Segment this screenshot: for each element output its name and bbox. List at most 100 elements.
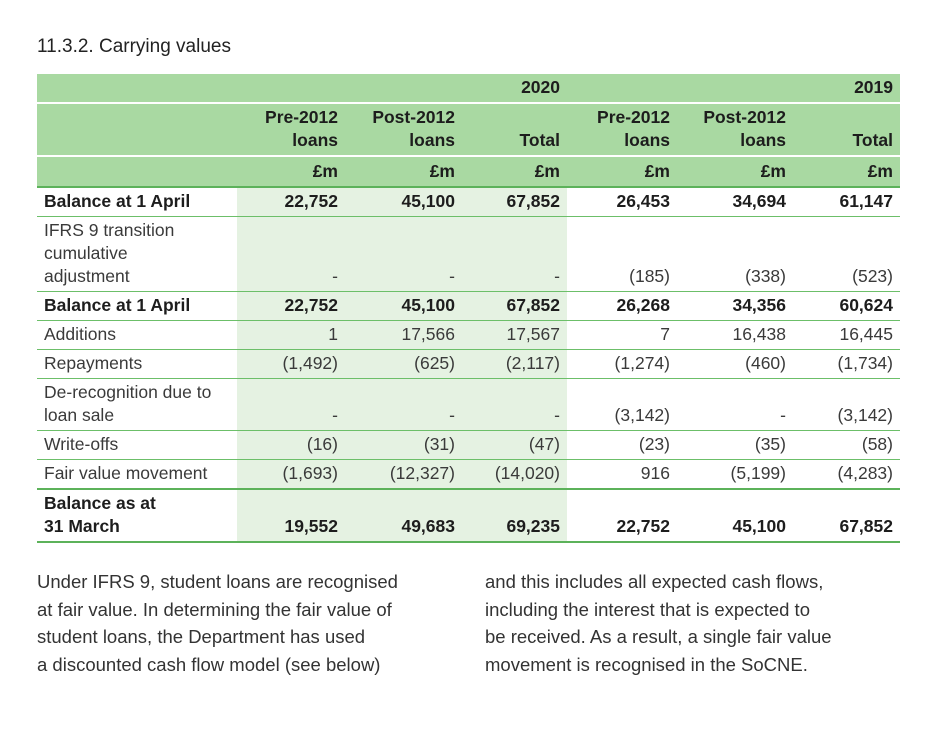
cell-value: 26,453	[567, 187, 677, 217]
cell-value: 16,438	[677, 320, 793, 350]
text-line: loan sale	[44, 405, 115, 425]
text-line: Balance as at	[44, 493, 156, 513]
cell-value: 17,567	[462, 320, 567, 350]
cell-value: 916	[567, 459, 677, 490]
text-line: Post-2012	[372, 107, 455, 127]
header-row: 2020 2019	[37, 74, 900, 104]
cell-value: 1	[237, 320, 345, 350]
header-cell	[567, 74, 677, 104]
row-label: Write-offs	[37, 430, 237, 460]
cell-value: (14,020)	[462, 459, 567, 490]
header-cell	[37, 74, 237, 104]
cell-value: 61,147	[793, 187, 900, 217]
carrying-values-table: 2020 2019 Pre-2012 loans Post-2012 loans Total…	[37, 74, 900, 543]
cell-value: (1,492)	[237, 349, 345, 379]
cell-value: 45,100	[345, 187, 462, 217]
section-title: 11.3.2. Carrying values	[37, 36, 231, 57]
cell-value: -	[677, 378, 793, 431]
table-row: Balance at 1 April 22,752 45,100 67,852 26,4…	[37, 187, 900, 217]
text-line: Repayments	[44, 353, 143, 373]
column-header: Post-2012 loans	[677, 103, 793, 157]
unit-label: £m	[237, 156, 345, 188]
cell-value: (31)	[345, 430, 462, 460]
column-header: Post-2012 loans	[345, 103, 462, 157]
cell-value: (35)	[677, 430, 793, 460]
paragraph: Under IFRS 9, student loans are recognis…	[37, 568, 398, 678]
cell-value: 7	[567, 320, 677, 350]
cell-value: 45,100	[345, 291, 462, 321]
column-header: Total	[793, 103, 900, 157]
cell-value: (16)	[237, 430, 345, 460]
text-line: Fair value movement	[44, 463, 208, 483]
cell-value: (4,283)	[793, 459, 900, 490]
header-cell	[237, 74, 345, 104]
cell-value: (338)	[677, 216, 793, 292]
cell-value: (47)	[462, 430, 567, 460]
text-line: adjustment	[44, 266, 130, 286]
cell-value: 19,552	[237, 488, 345, 543]
cell-value: 17,566	[345, 320, 462, 350]
column-header: Pre-2012 loans	[567, 103, 677, 157]
cell-value: (23)	[567, 430, 677, 460]
cell-value: (523)	[793, 216, 900, 292]
text-line: and this includes all expected cash flow…	[485, 571, 824, 592]
text-line: Balance at 1 April	[44, 191, 191, 211]
cell-value: 69,235	[462, 488, 567, 543]
cell-value: (12,327)	[345, 459, 462, 490]
year-label: 2019	[793, 74, 900, 104]
paragraph: and this includes all expected cash flow…	[485, 568, 832, 678]
cell-value: (3,142)	[793, 378, 900, 431]
text-line: including the interest that is expected …	[485, 598, 810, 620]
cell-value: 67,852	[462, 187, 567, 217]
table-row: Fair value movement (1,693) (12,327) (14,02…	[37, 459, 900, 490]
cell-value: (2,117)	[462, 349, 567, 379]
table-row: Write-offs (16) (31) (47) (23) (35) (58)	[37, 430, 900, 460]
text-line: loans	[624, 130, 670, 150]
table-row: Balance at 1 April 22,752 45,100 67,852 26,2…	[37, 291, 900, 321]
cell-value: -	[462, 216, 567, 292]
row-label: Fair value movement	[37, 459, 237, 490]
unit-label: £m	[345, 156, 462, 188]
cell-value: -	[345, 378, 462, 431]
header-cell	[37, 156, 237, 188]
unit-label: £m	[567, 156, 677, 188]
row-label: Repayments	[37, 349, 237, 379]
cell-value: 49,683	[345, 488, 462, 543]
cell-value: (3,142)	[567, 378, 677, 431]
table-row: Repayments (1,492) (625) (2,117) (1,274) (460…	[37, 349, 900, 379]
header-cell	[345, 74, 462, 104]
text-line: student loans, the Department has used	[37, 626, 366, 647]
cell-value: (5,199)	[677, 459, 793, 490]
unit-label: £m	[462, 156, 567, 188]
text-line: movement is recognised in the SoCNE.	[485, 653, 808, 675]
text-line: Total	[852, 130, 893, 150]
year-label: 2020	[462, 74, 567, 104]
header-cell	[37, 103, 237, 157]
text-line: Pre-2012	[265, 107, 338, 127]
text-line: cumulative	[44, 243, 128, 263]
cell-value: 22,752	[567, 488, 677, 543]
text-line: Post-2012	[703, 107, 786, 127]
text-line: Additions	[44, 324, 116, 344]
cell-value: 45,100	[677, 488, 793, 543]
text-line: 31 March	[44, 516, 120, 536]
cell-value: 67,852	[793, 488, 900, 543]
cell-value: -	[462, 378, 567, 431]
cell-value: -	[237, 378, 345, 431]
text-line: loans	[740, 130, 786, 150]
unit-label: £m	[793, 156, 900, 188]
text-line: at fair value. In determining the fair v…	[37, 598, 392, 620]
column-header: Pre-2012 loans	[237, 103, 345, 157]
text-line: a discounted cash flow model (see below)	[37, 653, 381, 675]
row-label: Balance as at 31 March	[37, 488, 237, 543]
text-line: Under IFRS 9, student loans are recognis…	[37, 571, 398, 592]
text-line: loans	[409, 130, 455, 150]
cell-value: (460)	[677, 349, 793, 379]
cell-value: 26,268	[567, 291, 677, 321]
unit-label: £m	[677, 156, 793, 188]
text-line: De-recognition due to	[44, 382, 212, 402]
cell-value: (1,693)	[237, 459, 345, 490]
text-line: Write-offs	[44, 434, 119, 454]
cell-value: (1,274)	[567, 349, 677, 379]
